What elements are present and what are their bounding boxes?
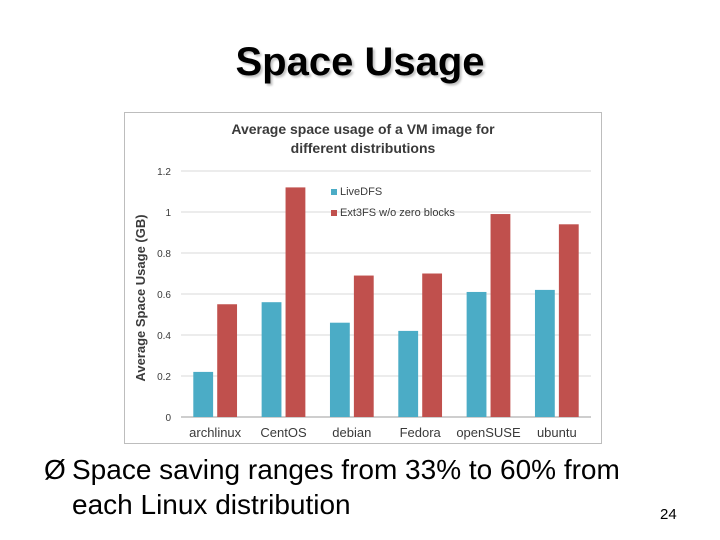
chart-title-line1: Average space usage of a VM image for — [231, 121, 495, 137]
y-tick-label: 0.6 — [157, 290, 171, 301]
legend-swatch — [331, 210, 337, 216]
bullet-point: Ø Space saving ranges from 33% to 60% fro… — [44, 452, 644, 522]
legend-label: LiveDFS — [340, 186, 382, 198]
legend: LiveDFS Ext3FS w/o zero blocks — [331, 186, 455, 219]
bar-chart: Average space usage of a VM image for di… — [133, 121, 591, 440]
bar-archlinux-livedfs — [193, 371, 214, 417]
y-tick-label: 0.2 — [157, 372, 171, 383]
bar-archlinux-ext3fs — [217, 304, 238, 417]
bar-CentOS-ext3fs — [285, 187, 306, 417]
bar-Fedora-ext3fs — [422, 273, 443, 417]
bar-ubuntu-ext3fs — [558, 224, 579, 417]
y-tick-label: 0.8 — [157, 249, 171, 260]
y-tick-labels: 0 0.2 0.4 0.6 0.8 1 1.2 — [157, 167, 171, 424]
bar-openSUSE-livedfs — [466, 291, 487, 417]
y-tick-label: 1.2 — [157, 167, 171, 178]
x-category-label: debian — [332, 425, 371, 440]
bullet-text-line1: Space saving ranges from 33% to 60% from — [72, 454, 620, 485]
y-tick-label: 0 — [165, 413, 171, 424]
legend-swatch — [331, 189, 337, 195]
y-tick-label: 1 — [165, 208, 171, 219]
x-category-label: openSUSE — [456, 425, 521, 440]
y-axis-label: Average Space Usage (GB) — [133, 214, 148, 381]
arrow-bullet-icon: Ø — [44, 454, 66, 485]
bar-debian-ext3fs — [353, 275, 374, 417]
chart-container: Average space usage of a VM image for di… — [124, 112, 602, 444]
bar-openSUSE-ext3fs — [490, 214, 511, 417]
y-tick-label: 0.4 — [157, 331, 171, 342]
x-category-label: CentOS — [260, 425, 307, 440]
x-category-label: Fedora — [400, 425, 442, 440]
bar-ubuntu-livedfs — [534, 289, 555, 417]
bar-CentOS-livedfs — [261, 302, 282, 417]
bar-Fedora-livedfs — [398, 330, 419, 417]
bullet-text-line2: each Linux distribution — [72, 489, 351, 520]
bar-debian-livedfs — [329, 322, 350, 417]
bars — [193, 187, 579, 417]
page-number: 24 — [660, 506, 677, 523]
chart-title-line2: different distributions — [291, 140, 436, 156]
x-category-label: archlinux — [189, 425, 242, 440]
x-category-labels: archlinux CentOS debian Fedora openSUSE ubunt… — [189, 425, 577, 440]
gridlines — [181, 170, 591, 418]
legend-label: Ext3FS w/o zero blocks — [340, 207, 455, 219]
x-category-label: ubuntu — [537, 425, 577, 440]
slide-title: Space Usage — [235, 40, 485, 84]
